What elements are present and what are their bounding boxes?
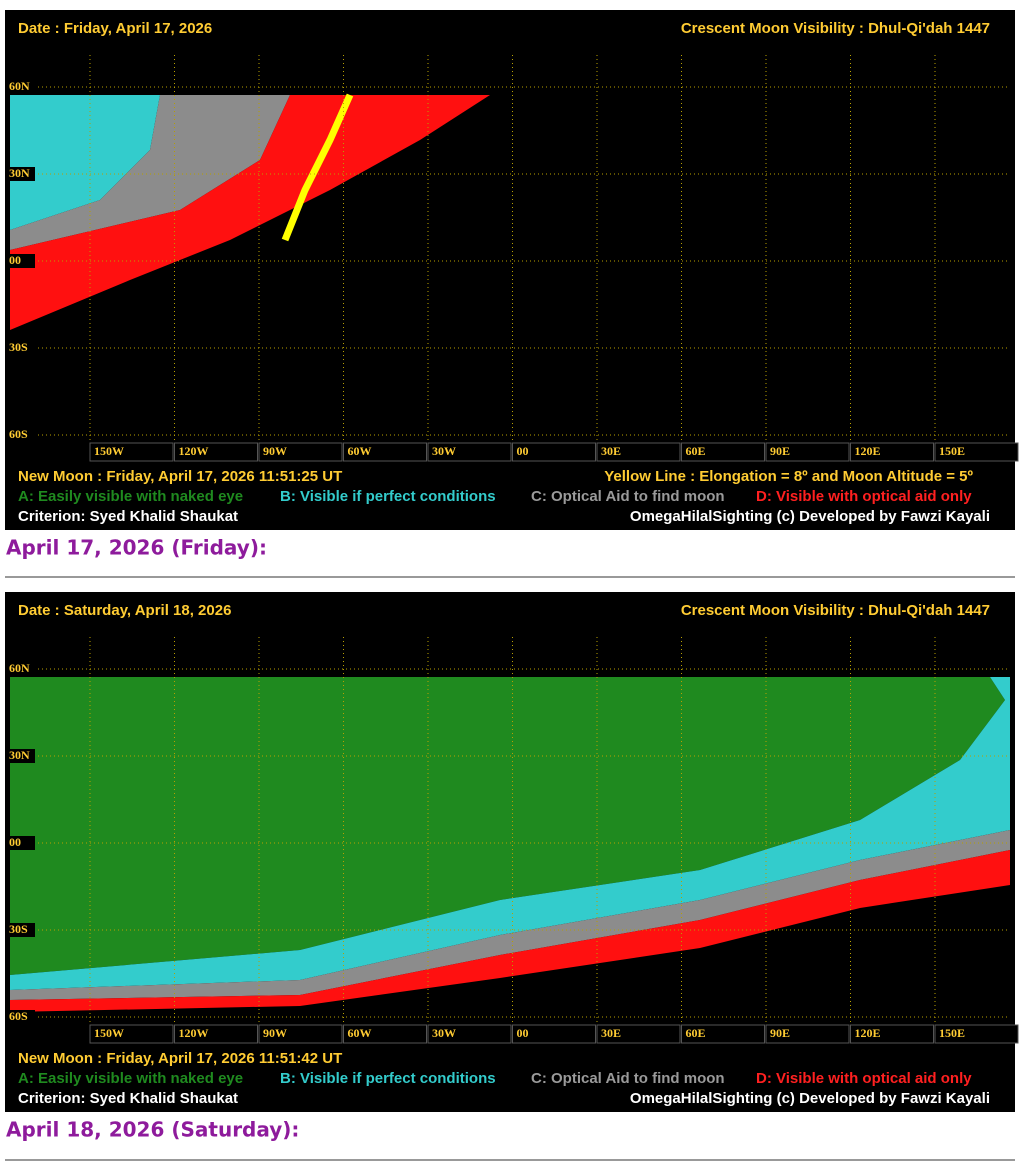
label-box (174, 1024, 258, 1044)
lat-label: 00 (9, 835, 21, 849)
legend-item: B: Visible if perfect conditions (280, 488, 496, 505)
label-box (7, 923, 35, 937)
date: Date : Saturday, April 18, 2026 (18, 602, 231, 619)
label-box (7, 749, 35, 763)
lon-label: 60W (348, 444, 372, 458)
credit: OmegaHilalSighting (c) Developed by Fawz… (630, 1090, 990, 1107)
lon-label: 120E (855, 444, 881, 458)
lon-label: 90E (770, 1026, 790, 1040)
label-box (89, 442, 174, 462)
label-box (934, 1024, 1019, 1044)
legend-item: A: Easily visible with naked eye (18, 488, 243, 505)
label-box (512, 1024, 596, 1044)
lon-label: 90W (263, 444, 287, 458)
label-box (343, 1024, 427, 1044)
lat-label: 60N (9, 661, 30, 675)
label-box (765, 442, 850, 462)
label-box (7, 167, 35, 181)
credit: OmegaHilalSighting (c) Developed by Fawz… (630, 508, 990, 525)
visibility-zones (10, 93, 490, 330)
caption: April 18, 2026 (Saturday): (6, 1118, 299, 1142)
lon-label: 00 (517, 1026, 529, 1040)
label-box (850, 442, 934, 462)
zone-c (10, 95, 290, 250)
label-box (7, 836, 35, 850)
zone-b (10, 95, 160, 230)
label-box (765, 1024, 850, 1044)
label-box (7, 428, 35, 442)
label-box (512, 442, 596, 462)
legend-item: A: Easily visible with naked eye (18, 1070, 243, 1087)
yellow-line (281, 93, 354, 242)
lat-label: 30S (9, 922, 28, 936)
lon-label: 150E (939, 444, 965, 458)
label-box (343, 442, 427, 462)
lon-label: 60E (686, 444, 706, 458)
label-box (427, 442, 512, 462)
lon-label: 90E (770, 444, 790, 458)
lon-label: 30W (432, 1026, 456, 1040)
lon-label: 30E (601, 444, 621, 458)
label-box (174, 442, 258, 462)
caption: April 17, 2026 (Friday): (6, 536, 267, 560)
label-box (7, 80, 35, 94)
label-box (681, 442, 765, 462)
lat-label: 60S (9, 427, 28, 441)
label-box (596, 442, 681, 462)
criterion: Criterion: Syed Khalid Shaukat (18, 1090, 238, 1107)
visibility-zones (10, 677, 1010, 1012)
lon-label: 90W (263, 1026, 287, 1040)
zone-d (10, 95, 490, 330)
lat-label: 00 (9, 253, 21, 267)
label-box (427, 1024, 512, 1044)
label-box (258, 442, 343, 462)
new-moon: New Moon : Friday, April 17, 2026 11:51:… (18, 1050, 342, 1067)
criterion: Criterion: Syed Khalid Shaukat (18, 508, 238, 525)
new-moon: New Moon : Friday, April 17, 2026 11:51:… (18, 468, 342, 485)
legend-item: B: Visible if perfect conditions (280, 1070, 496, 1087)
lon-label: 60E (686, 1026, 706, 1040)
lon-label: 00 (517, 444, 529, 458)
label-box (7, 1010, 35, 1024)
lat-label: 30S (9, 340, 28, 354)
lat-label: 30N (9, 166, 30, 180)
label-box (681, 1024, 765, 1044)
legend-item: D: Visible with optical aid only (756, 1070, 972, 1087)
lat-label: 60S (9, 1009, 28, 1023)
zone-a (10, 677, 1005, 975)
legend-item: D: Visible with optical aid only (756, 488, 972, 505)
label-box (7, 662, 35, 676)
lon-label: 120W (179, 444, 209, 458)
label-box (850, 1024, 934, 1044)
lon-label: 150E (939, 1026, 965, 1040)
title: Crescent Moon Visibility : Dhul-Qi'dah 1… (681, 20, 990, 37)
yellow-line-note: Yellow Line : Elongation = 8º and Moon A… (604, 468, 973, 485)
lon-label: 120W (179, 1026, 209, 1040)
lon-label: 30E (601, 1026, 621, 1040)
date: Date : Friday, April 17, 2026 (18, 20, 212, 37)
lon-label: 60W (348, 1026, 372, 1040)
lon-label: 30W (432, 444, 456, 458)
legend-item: C: Optical Aid to find moon (531, 488, 725, 505)
legend-item: C: Optical Aid to find moon (531, 1070, 725, 1087)
lon-label: 120E (855, 1026, 881, 1040)
title: Crescent Moon Visibility : Dhul-Qi'dah 1… (681, 602, 990, 619)
lat-label: 30N (9, 748, 30, 762)
label-box (7, 341, 35, 355)
label-box (7, 254, 35, 268)
zone-b (10, 677, 1010, 990)
lat-label: 60N (9, 79, 30, 93)
lon-label: 150W (94, 444, 124, 458)
label-box (89, 1024, 174, 1044)
label-box (596, 1024, 681, 1044)
label-box (258, 1024, 343, 1044)
lon-label: 150W (94, 1026, 124, 1040)
label-box (934, 442, 1019, 462)
